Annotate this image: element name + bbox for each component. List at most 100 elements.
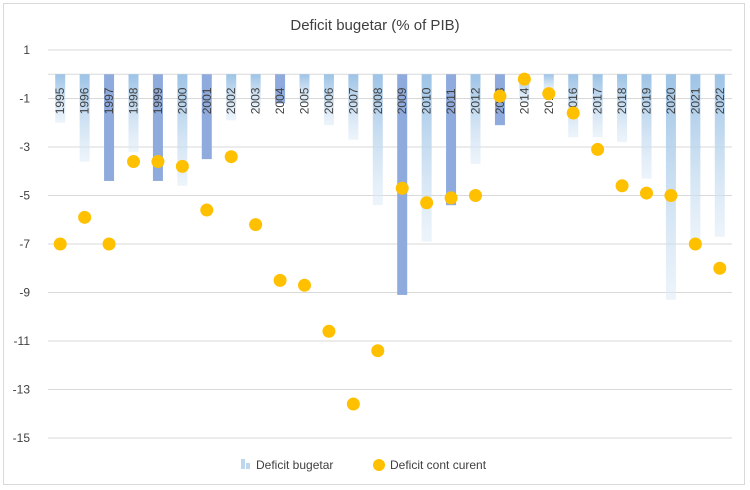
scatter-point (444, 191, 458, 205)
bar (617, 74, 628, 143)
bar (568, 74, 579, 138)
category-label: 1998 (127, 87, 141, 114)
bar (592, 74, 603, 138)
category-label: 2001 (200, 87, 214, 114)
bar (79, 74, 90, 162)
bar (690, 74, 701, 247)
bar (104, 74, 115, 181)
y-tick-label: -9 (19, 286, 30, 300)
category-label: 2008 (371, 87, 385, 114)
category-label: 2021 (688, 87, 702, 114)
scatter-point (127, 155, 140, 169)
scatter-point (493, 89, 507, 103)
scatter-point (346, 397, 360, 411)
y-tick-label: -13 (13, 383, 31, 397)
y-tick-label: -1 (19, 92, 30, 106)
bar (348, 74, 359, 140)
bar (519, 74, 530, 104)
bar (177, 74, 188, 186)
scatter-point (371, 344, 385, 358)
category-label: 2004 (273, 87, 287, 114)
scatter-point (542, 87, 556, 101)
category-label: 2011 (444, 88, 458, 114)
category-label: 2022 (713, 87, 727, 114)
bar (372, 74, 383, 206)
category-label: 2007 (346, 87, 360, 114)
bar (641, 74, 652, 179)
category-label: 2005 (298, 87, 312, 114)
legend-item-deficit-bugetar: Deficit bugetar (241, 458, 333, 472)
scatter-point (224, 150, 238, 164)
scatter-point (640, 186, 653, 200)
scatter-point (249, 218, 263, 232)
scatter-point (469, 189, 482, 202)
category-label: 1999 (151, 87, 165, 114)
legend-item-deficit-cont-curent: Deficit cont curent (373, 458, 487, 472)
category-label: 2006 (322, 87, 336, 114)
bar-series (55, 74, 725, 300)
category-label: 2010 (420, 87, 434, 114)
category-labels: 1995 1996 1997 1998 1999 2000 2001 2002 2003 2004… (53, 87, 727, 114)
bar (714, 74, 725, 237)
scatter-point (517, 72, 531, 86)
scatter-point (591, 142, 605, 156)
bar (543, 74, 554, 92)
bar (421, 74, 432, 242)
scatter-point (273, 273, 287, 287)
bar (446, 74, 457, 206)
category-label: 2018 (615, 87, 629, 114)
category-label: 2000 (175, 87, 189, 114)
scatter-series (53, 72, 727, 411)
scatter-point (78, 210, 92, 224)
scatter-point (688, 237, 702, 251)
category-label: 2002 (224, 87, 238, 114)
category-label: 2003 (249, 87, 263, 114)
scatter-point (420, 196, 434, 210)
bar (55, 74, 66, 123)
scatter-point (322, 324, 336, 338)
y-tick-label: -15 (13, 431, 31, 445)
bar (299, 74, 310, 104)
y-tick-label: -5 (19, 189, 30, 203)
legend-swatch-dot (373, 459, 385, 471)
category-label: 1996 (78, 87, 92, 114)
y-tick-label: -3 (19, 140, 30, 154)
category-label: 2019 (640, 87, 654, 114)
scatter-point (53, 237, 67, 251)
scatter-point (151, 155, 165, 169)
category-label: 2020 (664, 87, 678, 114)
bar (128, 74, 139, 152)
bar (275, 74, 286, 104)
scatter-point (566, 106, 580, 120)
scatter-point (200, 203, 214, 217)
bar (201, 74, 212, 160)
chart-title: Deficit bugetar (% of PIB) (290, 17, 459, 34)
scatter-point (298, 278, 311, 292)
scatter-point (615, 179, 629, 193)
legend-label-deficit-bugetar: Deficit bugetar (256, 458, 333, 472)
category-label: 1997 (102, 87, 116, 114)
scatter-point (395, 181, 409, 195)
legend: Deficit bugetar Deficit cont curent (241, 458, 487, 472)
y-tick-label: -11 (14, 334, 31, 348)
bar (152, 74, 163, 181)
scatter-point (102, 237, 116, 251)
y-axis-ticks: 1 -1 -3 -5 -7 -9 -11 -13 -15 (13, 43, 31, 445)
category-label: 2014 (517, 87, 531, 114)
scatter-point (713, 261, 727, 275)
category-label: 2009 (395, 87, 409, 114)
category-label: 2012 (469, 87, 483, 114)
category-label: 2017 (591, 87, 605, 114)
bar (250, 74, 261, 111)
y-tick-label: 1 (23, 43, 30, 57)
legend-swatch-bar-secondary (246, 463, 250, 469)
bar (226, 74, 237, 121)
category-label: 1995 (53, 87, 67, 114)
scatter-point (175, 159, 189, 173)
bar (665, 74, 676, 300)
bar (470, 74, 481, 164)
legend-label-deficit-cont-curent: Deficit cont curent (390, 458, 487, 472)
category-label: 2016 (566, 87, 580, 114)
legend-swatch-bar (241, 459, 245, 469)
